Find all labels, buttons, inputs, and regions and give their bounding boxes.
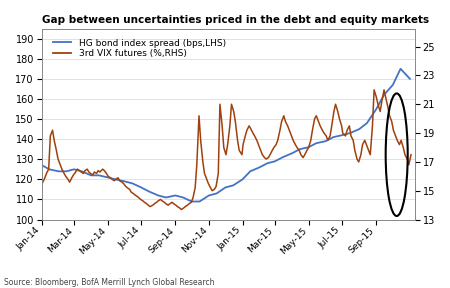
Legend: HG bond index spread (bps,LHS), 3rd VIX futures (%,RHS): HG bond index spread (bps,LHS), 3rd VIX … (50, 35, 230, 62)
Text: Source: Bloomberg, BofA Merrill Lynch Global Research: Source: Bloomberg, BofA Merrill Lynch Gl… (4, 278, 215, 287)
Text: Gap between uncertainties priced in the debt and equity markets: Gap between uncertainties priced in the … (41, 15, 429, 25)
